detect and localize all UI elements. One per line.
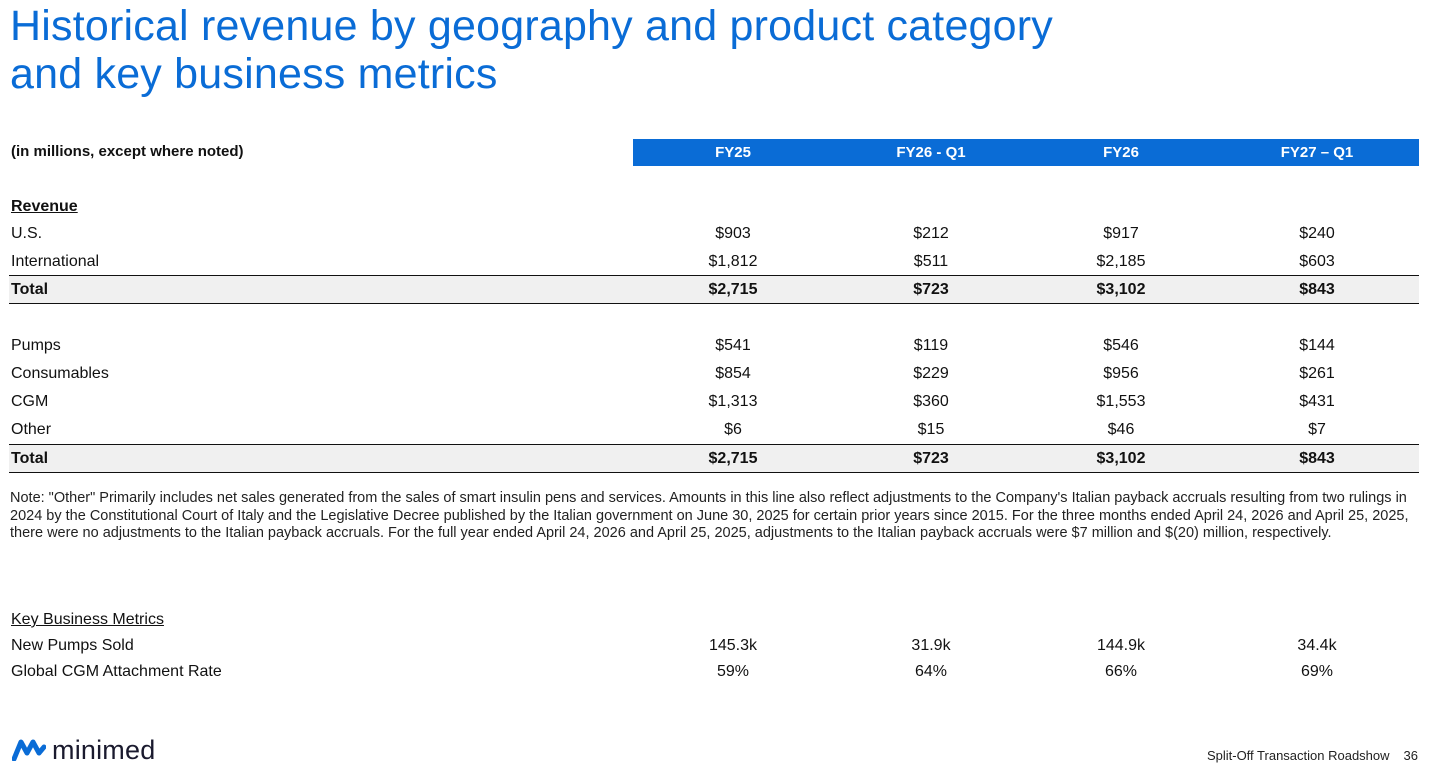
row-label: New Pumps Sold (11, 637, 134, 654)
footer-text: Split-Off Transaction Roadshow (1206, 748, 1390, 763)
minimed-logo-icon (12, 739, 46, 761)
column-header-fy26-q1: FY26 - Q1 (896, 144, 966, 161)
brand-logo: minimed (12, 734, 155, 766)
row-label: Consumables (11, 365, 109, 382)
page-title-line-1: Historical revenue by geography and prod… (10, 2, 1054, 50)
cell-value: $144 (1299, 337, 1335, 354)
cell-value: $511 (913, 253, 949, 270)
cell-value: 69% (1300, 663, 1334, 680)
cell-value: $431 (1299, 393, 1335, 410)
cell-value: $917 (1103, 225, 1139, 242)
cell-value: $2,715 (708, 281, 758, 298)
row-label: International (11, 253, 100, 270)
row-label: U.S. (11, 225, 43, 242)
product-total-row: Total $2,715 $723 $3,102 $843 (9, 444, 1419, 473)
cell-value: $2,185 (1096, 253, 1146, 270)
page-number: 36 (1403, 748, 1418, 763)
table-row: CGM $1,313 $360 $1,553 $431 (0, 388, 1435, 416)
cell-value: $1,812 (708, 253, 758, 270)
cell-value: $119 (913, 337, 949, 354)
cell-value: $212 (913, 225, 949, 242)
page-title-line-2: and key business metrics (10, 50, 498, 98)
cell-value: $46 (1107, 421, 1135, 438)
cell-value: $3,102 (1096, 281, 1146, 298)
cell-value: 34.4k (1297, 637, 1337, 654)
row-label: Pumps (11, 337, 61, 354)
cell-value: 64% (914, 663, 948, 680)
page-title: Historical revenue by geography and prod… (10, 2, 1210, 98)
table-row: Consumables $854 $229 $956 $261 (0, 360, 1435, 388)
cell-value: $360 (913, 393, 949, 410)
cell-value: $240 (1299, 225, 1335, 242)
metrics-heading: Key Business Metrics (11, 611, 164, 628)
cell-value: 66% (1104, 663, 1138, 680)
row-label: Total (11, 450, 49, 467)
cell-value: $7 (1308, 421, 1326, 438)
cell-value: $1,553 (1096, 393, 1146, 410)
cell-value: $541 (715, 337, 751, 354)
cell-value: $261 (1299, 365, 1335, 382)
table-row: Other $6 $15 $46 $7 (0, 416, 1435, 444)
cell-value: $6 (724, 421, 742, 438)
cell-value: $229 (913, 365, 949, 382)
table-row: U.S. $903 $212 $917 $240 (0, 220, 1435, 248)
cell-value: $15 (917, 421, 945, 438)
slide-footer: Split-Off Transaction Roadshow 36 (1207, 748, 1418, 763)
table-row: Global CGM Attachment Rate 59% 64% 66% 6… (0, 658, 1435, 686)
column-header-fy26: FY26 (1103, 144, 1139, 161)
table-row: New Pumps Sold 145.3k 31.9k 144.9k 34.4k (0, 632, 1435, 660)
column-header-fy25: FY25 (715, 144, 751, 161)
cell-value: $956 (1103, 365, 1139, 382)
row-label: CGM (11, 393, 49, 410)
table-row: International $1,812 $511 $2,185 $603 (0, 248, 1435, 276)
cell-value: $843 (1299, 281, 1335, 298)
cell-value: $1,313 (708, 393, 758, 410)
cell-value: $2,715 (708, 450, 758, 467)
geography-total-row: Total $2,715 $723 $3,102 $843 (9, 275, 1419, 304)
column-header-bar: FY25 FY26 - Q1 FY26 FY27 – Q1 (633, 139, 1419, 166)
cell-value: $3,102 (1096, 450, 1146, 467)
cell-value: $603 (1299, 253, 1335, 270)
brand-name: minimed (52, 734, 156, 765)
column-header-fy27-q1: FY27 – Q1 (1280, 144, 1354, 161)
cell-value: $903 (715, 225, 751, 242)
cell-value: $546 (1103, 337, 1139, 354)
cell-value: $854 (715, 365, 751, 382)
row-label: Total (11, 281, 49, 298)
cell-value: $843 (1299, 450, 1335, 467)
unit-label: (in millions, except where noted) (11, 143, 244, 160)
cell-value: $723 (913, 281, 949, 298)
cell-value: $723 (913, 450, 949, 467)
cell-value: 144.9k (1096, 637, 1146, 654)
revenue-heading: Revenue (11, 198, 78, 215)
cell-value: 59% (716, 663, 750, 680)
row-label: Global CGM Attachment Rate (11, 663, 222, 680)
cell-value: 31.9k (911, 637, 951, 654)
table-row: Pumps $541 $119 $546 $144 (0, 332, 1435, 360)
row-label: Other (11, 421, 52, 438)
footnote: Note: "Other" Primarily includes net sal… (10, 490, 1409, 541)
cell-value: 145.3k (708, 637, 758, 654)
